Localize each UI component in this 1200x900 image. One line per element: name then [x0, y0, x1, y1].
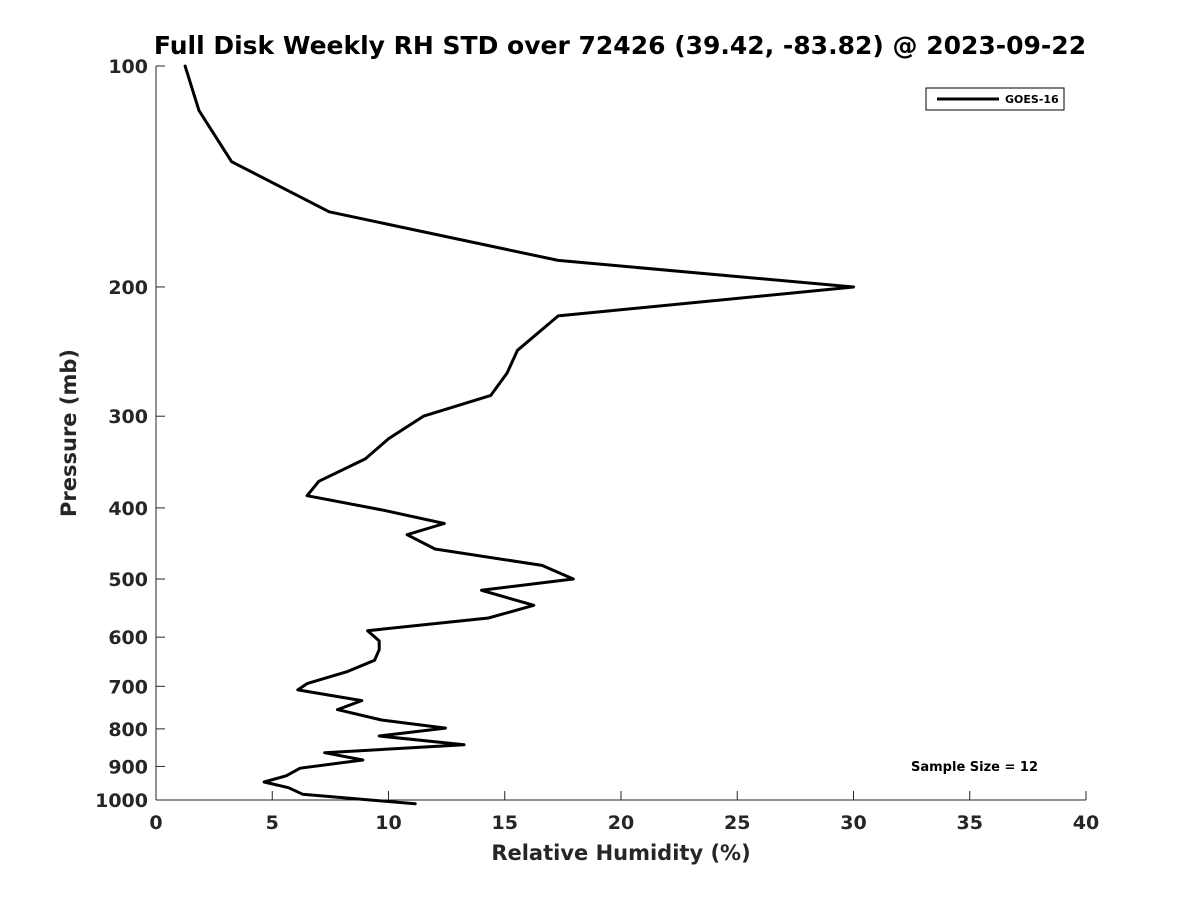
y-axis-label: Pressure (mb) — [57, 349, 81, 517]
y-tick-label: 400 — [108, 498, 148, 520]
y-tick-label: 500 — [108, 569, 148, 591]
x-tick-label: 5 — [266, 812, 279, 834]
x-tick-label: 0 — [149, 812, 162, 834]
x-tick-label: 20 — [608, 812, 634, 834]
sample-size-annotation: Sample Size = 12 — [911, 760, 1038, 775]
chart-title: Full Disk Weekly RH STD over 72426 (39.4… — [154, 31, 1086, 60]
x-tick-label: 35 — [957, 812, 983, 834]
legend: GOES-16 — [925, 87, 1065, 111]
x-tick-label: 15 — [492, 812, 518, 834]
x-tick-label: 30 — [840, 812, 866, 834]
series-line-goes-16 — [183, 64, 855, 806]
y-tick-label: 300 — [108, 406, 148, 428]
y-tick-label: 700 — [108, 676, 148, 698]
y-tick-label: 600 — [108, 627, 148, 649]
legend-entry-goes-16: GOES-16 — [1005, 93, 1059, 106]
x-tick-label: 10 — [375, 812, 401, 834]
y-tick-label: 900 — [108, 756, 148, 778]
plot-area — [155, 66, 1086, 801]
series-lines — [183, 64, 855, 806]
y-axis-ticks: 100 200 300 400 500 600 700 800 900 1000 — [95, 56, 165, 812]
y-tick-label: 1000 — [95, 790, 148, 812]
x-axis-ticks: 0 5 10 15 20 25 30 35 40 — [149, 791, 1099, 834]
x-tick-label: 40 — [1073, 812, 1099, 834]
y-tick-label: 200 — [108, 277, 148, 299]
x-tick-label: 25 — [724, 812, 750, 834]
x-axis-label: Relative Humidity (%) — [491, 841, 750, 865]
y-tick-label: 100 — [108, 56, 148, 78]
y-tick-label: 800 — [108, 719, 148, 741]
